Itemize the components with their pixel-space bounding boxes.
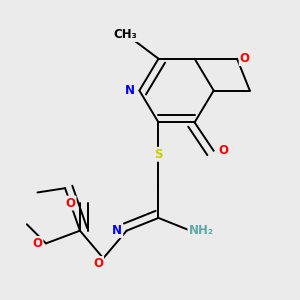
Text: NH₂: NH₂ bbox=[188, 224, 214, 237]
Text: N: N bbox=[125, 84, 135, 97]
Text: S: S bbox=[154, 148, 163, 161]
Text: O: O bbox=[93, 257, 103, 270]
Text: O: O bbox=[218, 144, 228, 157]
Text: O: O bbox=[240, 52, 250, 65]
Text: O: O bbox=[32, 237, 43, 250]
Text: N: N bbox=[112, 224, 122, 237]
Text: O: O bbox=[66, 196, 76, 210]
Text: CH₃: CH₃ bbox=[113, 28, 137, 41]
